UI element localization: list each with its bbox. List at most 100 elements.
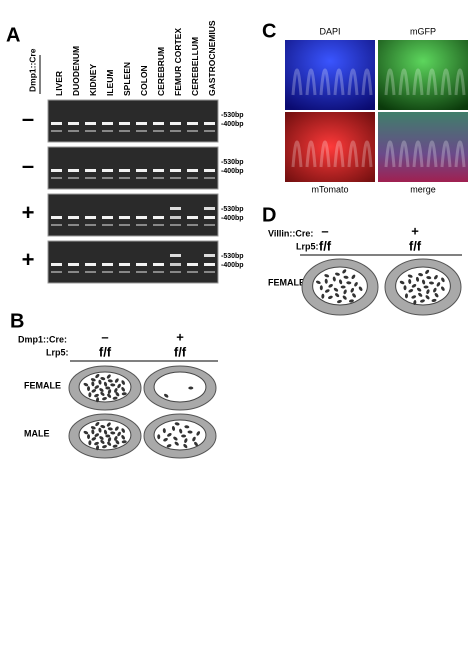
trabecula [121, 387, 126, 392]
trabecula [105, 386, 111, 390]
trabecula [399, 280, 405, 285]
trabecula [403, 285, 407, 291]
channel-label: DAPI [319, 26, 340, 36]
genotype-label: Dmp1::Cre [27, 48, 37, 92]
trabecula [102, 445, 107, 449]
band [136, 271, 147, 273]
trabecula [114, 378, 119, 383]
trabecula [98, 379, 102, 385]
trabecula [436, 282, 441, 287]
trabecula [166, 444, 172, 448]
tissue-label: GASTROCNEMIUS [207, 20, 217, 96]
trabecula [114, 436, 118, 441]
trabecula [192, 436, 196, 442]
trabecula [90, 378, 96, 382]
band [170, 254, 181, 257]
band [119, 177, 130, 179]
trabecula [415, 276, 420, 282]
trabecula [157, 434, 161, 440]
tissue-label: DUODENUM [71, 46, 81, 96]
trabecula [348, 299, 354, 303]
cre-label: Villin::Cre: [268, 228, 313, 238]
trabecula [425, 269, 430, 275]
tissue-label: KIDNEY [88, 64, 98, 96]
band [68, 271, 79, 273]
villus [333, 68, 345, 96]
trabecula [106, 374, 111, 379]
band [51, 177, 62, 179]
villus [291, 140, 303, 168]
channel-label: mGFP [410, 26, 436, 36]
trabecula [87, 386, 91, 392]
band [51, 169, 62, 172]
trabecula [328, 283, 333, 288]
trabecula [328, 295, 333, 300]
band [170, 263, 181, 266]
band [187, 271, 198, 273]
band [187, 216, 198, 219]
gel [47, 193, 219, 237]
trabecula [95, 445, 100, 451]
trabecula [194, 441, 198, 447]
band-size: -530bp [221, 253, 244, 260]
trabecula [91, 429, 95, 435]
tissue-label: SPLEEN [122, 62, 132, 96]
band [187, 263, 198, 266]
trabecula [411, 284, 417, 288]
trabecula [407, 274, 413, 278]
band [204, 130, 215, 132]
trabecula [335, 272, 340, 276]
band [170, 271, 181, 273]
trabecula [179, 428, 183, 434]
trabecula [83, 430, 89, 435]
trabecula [429, 281, 434, 285]
band [102, 130, 113, 132]
band [170, 224, 181, 226]
channel-label: mTomato [311, 184, 348, 194]
sex-label: MALE [24, 428, 50, 438]
band [170, 169, 181, 172]
villus [291, 68, 303, 96]
panel-label: A [6, 24, 20, 46]
trabecula [91, 389, 97, 393]
trabecula [94, 441, 99, 446]
band [153, 122, 164, 125]
trabecula [121, 392, 127, 396]
band [51, 224, 62, 226]
band [136, 130, 147, 132]
trabecula [350, 287, 355, 293]
band [204, 263, 215, 266]
trabecula [117, 383, 121, 389]
band [51, 263, 62, 266]
group-sign: + [411, 223, 419, 238]
trabecula [88, 440, 92, 446]
trabecula [88, 392, 92, 398]
band [85, 177, 96, 179]
genotype-sign: – [22, 153, 34, 178]
micrograph [378, 112, 468, 182]
trabecula [87, 434, 91, 440]
bone-marrow [153, 419, 207, 451]
panel-label: B [10, 310, 24, 332]
trabecula [324, 278, 328, 284]
band [204, 254, 215, 257]
band [119, 263, 130, 266]
trabecula [100, 391, 105, 396]
band [153, 224, 164, 226]
band [51, 216, 62, 219]
villus [412, 140, 424, 168]
trabecula [354, 281, 358, 287]
trabecula [423, 285, 429, 289]
trabecula [339, 279, 343, 285]
trabecula [107, 441, 112, 446]
trabecula [342, 269, 347, 274]
trabecula [121, 380, 125, 385]
band [51, 271, 62, 273]
trabecula [342, 295, 347, 300]
trabecula [103, 429, 108, 435]
trabecula [112, 396, 118, 400]
trabecula [91, 437, 97, 441]
band [204, 169, 215, 172]
villus [440, 140, 452, 168]
trabecula [174, 422, 180, 426]
